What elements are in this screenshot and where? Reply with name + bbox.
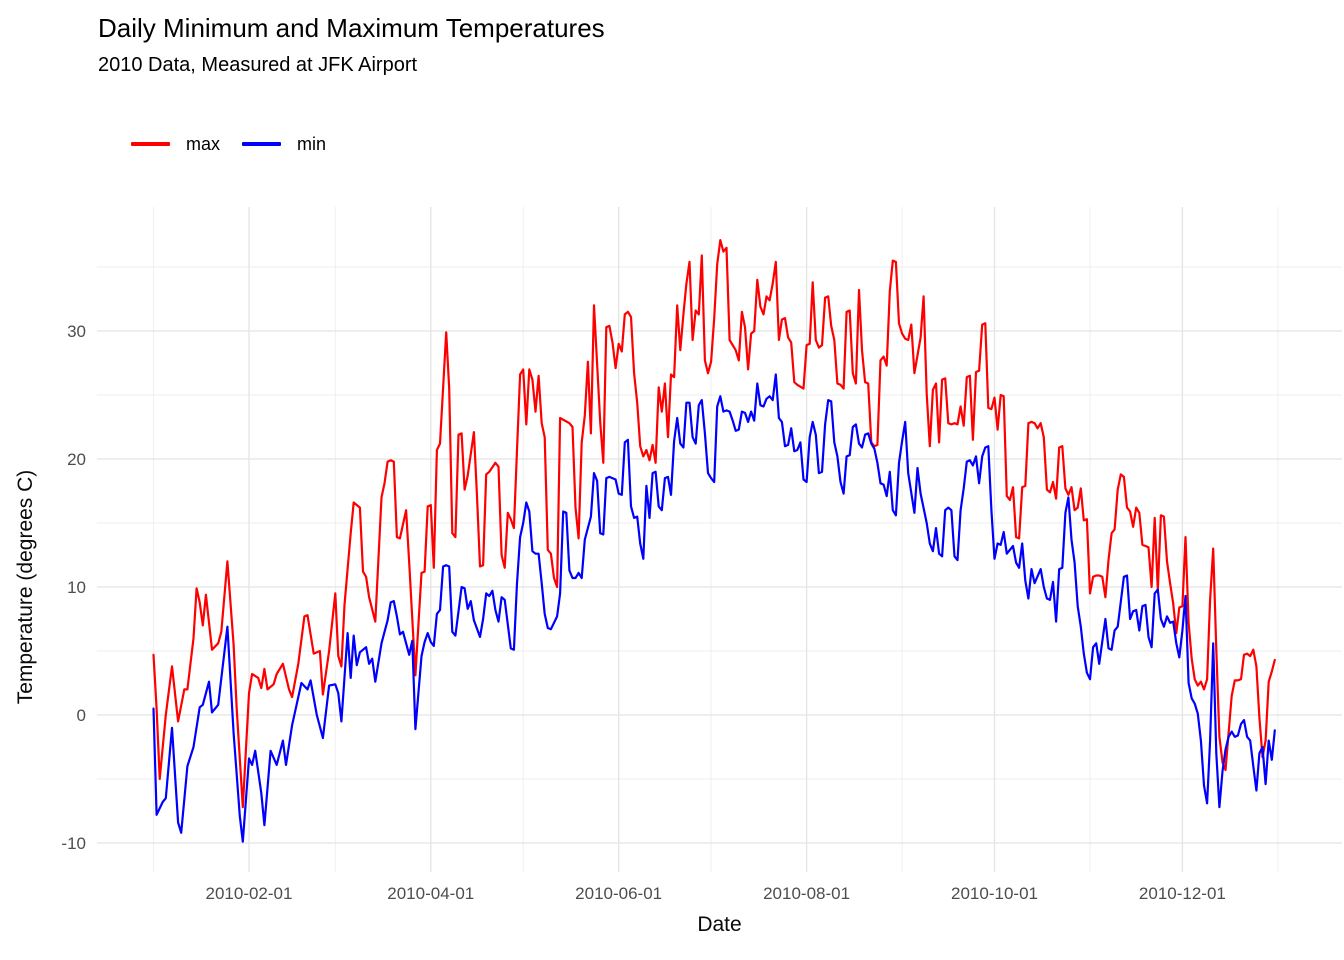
x-tick-label: 2010-10-01 [951, 884, 1038, 903]
min-temperature-line [152, 373, 1276, 843]
y-tick-label: -10 [61, 834, 86, 853]
x-tick-label: 2010-02-01 [206, 884, 293, 903]
legend-item-max: max [131, 134, 220, 155]
chart-title: Daily Minimum and Maximum Temperatures [98, 13, 605, 43]
x-axis-tick-labels: 2010-02-01 2010-04-01 2010-06-01 2010-08-01… [206, 884, 1226, 903]
legend-item-min: min [242, 134, 326, 155]
y-tick-label: 10 [67, 578, 86, 597]
max-temperature-line [152, 239, 1276, 809]
max-line-key-icon [131, 142, 170, 146]
y-axis-tick-labels: -10 0 10 20 30 [61, 322, 86, 853]
x-tick-label: 2010-04-01 [387, 884, 474, 903]
y-axis-title: Temperature (degrees C) [14, 470, 37, 705]
min-line-key-icon [242, 142, 282, 146]
y-tick-label: 30 [67, 322, 86, 341]
x-tick-label: 2010-06-01 [575, 884, 662, 903]
grid-minor [97, 207, 1342, 872]
y-tick-label: 20 [67, 450, 86, 469]
legend: max min [131, 131, 326, 157]
x-tick-label: 2010-12-01 [1139, 884, 1226, 903]
grid-major [97, 207, 1342, 872]
legend-label-max: max [186, 133, 221, 154]
legend-label-min: min [297, 133, 327, 154]
y-tick-label: 0 [77, 706, 86, 725]
x-axis-title: Date [697, 913, 741, 936]
x-tick-label: 2010-08-01 [763, 884, 850, 903]
chart-header: Daily Minimum and Maximum Temperatures 2… [98, 12, 605, 78]
chart-subtitle: 2010 Data, Measured at JFK Airport [98, 53, 418, 76]
